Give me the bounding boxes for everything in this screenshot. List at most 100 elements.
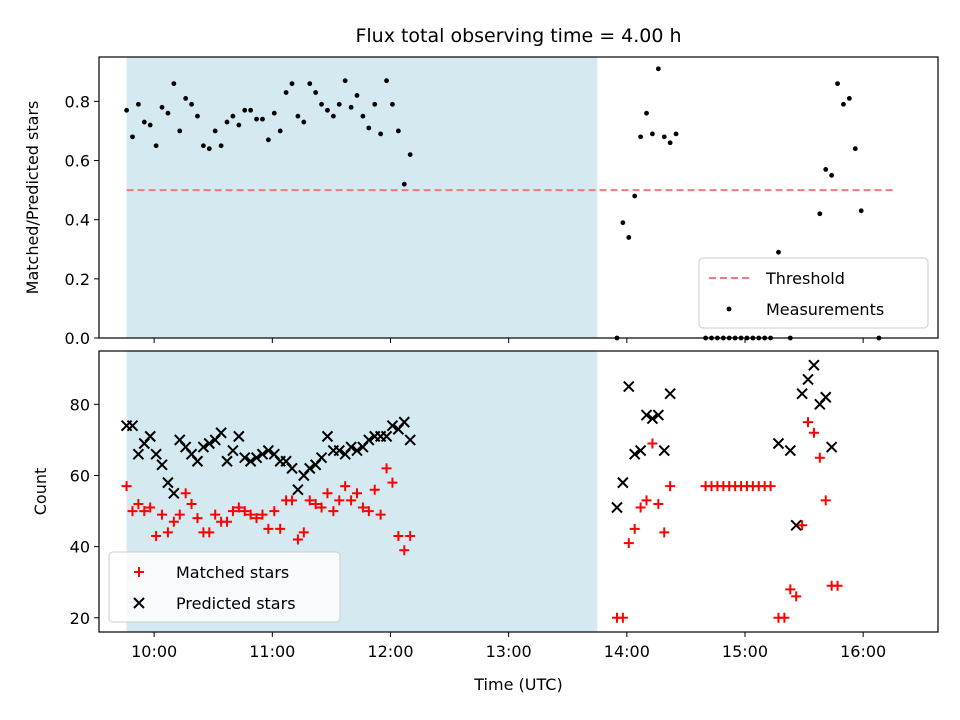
data-point: [617, 612, 628, 623]
data-point: [298, 527, 309, 538]
data-point: [784, 444, 796, 457]
data-point: [405, 530, 416, 541]
data-point: [325, 107, 330, 113]
data-point: [263, 523, 274, 534]
data-point: [790, 519, 802, 531]
data-point: [192, 513, 203, 524]
data-point: [634, 444, 647, 457]
data-point: [239, 506, 250, 517]
data-point: [336, 101, 342, 107]
data-point: [165, 110, 171, 116]
data-point: [765, 481, 776, 492]
data-point: [352, 488, 363, 499]
x-axis-label: Time (UTC): [473, 675, 562, 694]
data-point: [820, 495, 831, 506]
data-point: [664, 387, 676, 400]
data-point: [846, 96, 852, 101]
data-point: [328, 506, 339, 517]
data-point: [230, 113, 236, 119]
y-tick-label: 20: [70, 609, 90, 628]
data-point: [139, 506, 150, 517]
data-point: [315, 452, 328, 464]
data-point: [186, 498, 197, 509]
data-point: [348, 104, 354, 110]
data-point: [380, 430, 393, 443]
data-point: [256, 448, 269, 460]
data-point: [275, 523, 286, 534]
data-point: [658, 444, 670, 457]
data-point: [351, 444, 363, 457]
data-point: [820, 391, 832, 403]
data-point: [779, 612, 790, 623]
data-point: [191, 455, 204, 467]
data-point: [390, 101, 395, 107]
data-point: [245, 509, 256, 520]
data-point: [150, 448, 162, 460]
data-point: [366, 125, 372, 131]
data-point: [623, 380, 635, 393]
data-point: [817, 211, 823, 217]
y-axis-label-top: Matched/Predicted stars: [23, 101, 42, 295]
data-point: [829, 172, 835, 178]
data-point: [153, 143, 159, 149]
data-point: [814, 452, 825, 463]
data-point: [304, 462, 316, 475]
data-point: [218, 143, 224, 149]
legend-label: Matched stars: [176, 563, 289, 582]
data-point: [407, 152, 413, 158]
data-point: [404, 434, 416, 446]
y-axis-label-bottom: Count: [31, 468, 50, 516]
data-point: [310, 498, 321, 509]
y-tick-label: 40: [70, 538, 90, 557]
data-point: [375, 509, 386, 520]
x-tick-label: 11:00: [249, 642, 295, 661]
axes-frame: [98, 56, 939, 339]
data-point: [195, 113, 200, 119]
data-point: [334, 495, 345, 506]
data-point: [363, 506, 374, 517]
data-point: [342, 78, 348, 84]
data-point: [640, 409, 653, 421]
data-point: [623, 538, 634, 549]
legend-box: [698, 257, 929, 329]
data-point: [360, 113, 366, 119]
data-point: [200, 143, 206, 149]
data-point: [132, 448, 145, 460]
data-point: [236, 122, 242, 128]
legend-box: [108, 551, 341, 623]
data-point: [399, 545, 410, 556]
data-point: [124, 107, 129, 113]
data-point: [239, 452, 251, 464]
data-point: [665, 481, 676, 492]
legend-marker: [133, 597, 145, 609]
legend: Threshold Measurements: [698, 257, 929, 329]
data-point: [307, 81, 313, 87]
data-point: [387, 477, 398, 488]
data-point: [661, 134, 667, 140]
axes-frame: [98, 350, 939, 633]
data-point: [384, 78, 389, 84]
data-point: [354, 93, 360, 98]
data-point: [210, 509, 221, 520]
data-point: [653, 498, 664, 509]
data-point: [156, 459, 168, 471]
legend-label: Measurements: [766, 300, 884, 319]
x-tick-label: 16:00: [840, 642, 886, 661]
x-tick-label: 13:00: [486, 642, 532, 661]
y-tick-label: 80: [70, 395, 90, 414]
data-point: [127, 506, 138, 517]
data-point: [171, 81, 177, 87]
data-point: [772, 437, 785, 450]
data-point: [212, 128, 218, 134]
data-point: [250, 452, 263, 464]
data-point: [304, 495, 315, 506]
data-point: [260, 116, 265, 122]
data-point: [611, 501, 623, 514]
data-point: [168, 487, 180, 499]
data-point: [652, 409, 665, 421]
data-point: [215, 427, 227, 439]
data-point: [841, 101, 846, 107]
data-point: [221, 455, 233, 467]
x-tick-label: 14:00: [604, 642, 650, 661]
